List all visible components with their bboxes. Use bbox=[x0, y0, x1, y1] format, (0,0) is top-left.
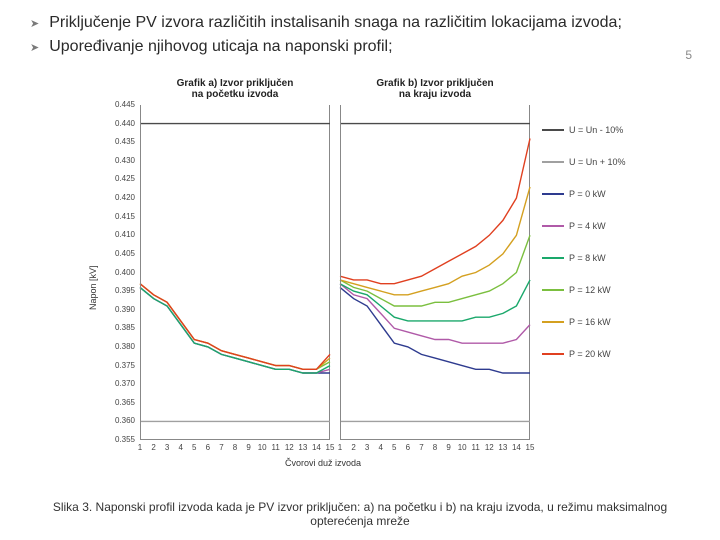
x-tick: 10 bbox=[456, 443, 468, 452]
x-tick: 7 bbox=[215, 443, 227, 452]
legend-label: U = Un - 10% bbox=[569, 125, 623, 135]
y-tick: 0.445 bbox=[103, 100, 135, 109]
series-line bbox=[140, 284, 330, 370]
legend-item: P = 0 kW bbox=[542, 189, 662, 199]
legend-swatch bbox=[542, 129, 564, 131]
y-tick: 0.365 bbox=[103, 398, 135, 407]
page-number: 5 bbox=[685, 48, 692, 62]
y-tick: 0.410 bbox=[103, 230, 135, 239]
y-tick: 0.355 bbox=[103, 435, 135, 444]
y-tick: 0.360 bbox=[103, 416, 135, 425]
bullet-item: ➤ Priključenje PV izvora različitih inst… bbox=[30, 12, 690, 34]
bullet-text: Priključenje PV izvora različitih instal… bbox=[49, 12, 622, 34]
x-tick: 3 bbox=[161, 443, 173, 452]
figure-caption: Slika 3. Naponski profil izvoda kada je … bbox=[0, 500, 720, 528]
bullet-arrow-icon: ➤ bbox=[30, 41, 39, 54]
chart-panel-b: 123456789101112131415 bbox=[340, 105, 530, 440]
y-tick: 0.390 bbox=[103, 305, 135, 314]
y-tick: 0.420 bbox=[103, 193, 135, 202]
series-line bbox=[140, 287, 330, 373]
x-tick: 12 bbox=[483, 443, 495, 452]
legend-item: P = 20 kW bbox=[542, 349, 662, 359]
legend-swatch bbox=[542, 257, 564, 259]
legend-swatch bbox=[542, 225, 564, 227]
x-tick: 13 bbox=[497, 443, 509, 452]
y-tick: 0.405 bbox=[103, 249, 135, 258]
chart-b-svg bbox=[340, 105, 530, 440]
x-tick: 12 bbox=[283, 443, 295, 452]
y-tick: 0.380 bbox=[103, 342, 135, 351]
y-tick: 0.375 bbox=[103, 361, 135, 370]
bullet-text: Upoređivanje njihovog uticaja na naponsk… bbox=[49, 36, 392, 58]
x-tick: 15 bbox=[524, 443, 536, 452]
x-tick: 6 bbox=[402, 443, 414, 452]
chart-a-title: Grafik a) Izvor priključen na početku iz… bbox=[170, 78, 300, 100]
y-tick: 0.370 bbox=[103, 379, 135, 388]
legend-swatch bbox=[542, 353, 564, 355]
legend-label: P = 8 kW bbox=[569, 253, 606, 263]
y-tick: 0.385 bbox=[103, 323, 135, 332]
x-tick: 4 bbox=[175, 443, 187, 452]
legend-item: P = 16 kW bbox=[542, 317, 662, 327]
legend-item: P = 12 kW bbox=[542, 285, 662, 295]
legend-swatch bbox=[542, 321, 564, 323]
chart-panel-a: 123456789101112131415 bbox=[140, 105, 330, 440]
legend-label: P = 16 kW bbox=[569, 317, 611, 327]
x-tick: 11 bbox=[470, 443, 482, 452]
x-tick: 8 bbox=[429, 443, 441, 452]
x-tick: 1 bbox=[134, 443, 146, 452]
y-tick: 0.440 bbox=[103, 119, 135, 128]
legend-swatch bbox=[542, 161, 564, 163]
series-line bbox=[140, 287, 330, 373]
x-tick: 9 bbox=[243, 443, 255, 452]
y-tick: 0.435 bbox=[103, 137, 135, 146]
x-tick: 5 bbox=[188, 443, 200, 452]
series-line bbox=[140, 287, 330, 373]
legend-item: U = Un - 10% bbox=[542, 125, 662, 135]
series-line bbox=[140, 284, 330, 370]
x-tick: 3 bbox=[361, 443, 373, 452]
legend: U = Un - 10% U = Un + 10% P = 0 kW P = 4 kW… bbox=[542, 125, 662, 381]
legend-item: P = 4 kW bbox=[542, 221, 662, 231]
x-tick: 13 bbox=[297, 443, 309, 452]
legend-item: U = Un + 10% bbox=[542, 157, 662, 167]
x-axis-label: Čvorovi duž izvoda bbox=[285, 458, 361, 468]
bullet-item: ➤ Upoređivanje njihovog uticaja na napon… bbox=[30, 36, 690, 58]
x-tick: 2 bbox=[348, 443, 360, 452]
x-tick: 11 bbox=[270, 443, 282, 452]
x-tick: 8 bbox=[229, 443, 241, 452]
legend-swatch bbox=[542, 193, 564, 195]
x-tick: 4 bbox=[375, 443, 387, 452]
figure: Grafik a) Izvor priključen na početku iz… bbox=[85, 80, 645, 480]
x-tick: 2 bbox=[148, 443, 160, 452]
chart-b-title: Grafik b) Izvor priključen na kraju izvo… bbox=[370, 78, 500, 100]
legend-label: P = 20 kW bbox=[569, 349, 611, 359]
x-tick: 6 bbox=[202, 443, 214, 452]
y-tick: 0.395 bbox=[103, 286, 135, 295]
y-tick: 0.430 bbox=[103, 156, 135, 165]
y-tick: 0.425 bbox=[103, 174, 135, 183]
x-tick: 10 bbox=[256, 443, 268, 452]
x-tick: 9 bbox=[443, 443, 455, 452]
legend-label: P = 12 kW bbox=[569, 285, 611, 295]
chart-a-svg bbox=[140, 105, 330, 440]
y-tick: 0.400 bbox=[103, 268, 135, 277]
series-line bbox=[140, 284, 330, 370]
series-line bbox=[340, 187, 530, 295]
x-tick: 1 bbox=[334, 443, 346, 452]
x-tick: 14 bbox=[510, 443, 522, 452]
x-tick: 7 bbox=[415, 443, 427, 452]
x-tick: 14 bbox=[310, 443, 322, 452]
legend-label: P = 0 kW bbox=[569, 189, 606, 199]
legend-swatch bbox=[542, 289, 564, 291]
legend-item: P = 8 kW bbox=[542, 253, 662, 263]
bullet-list: ➤ Priključenje PV izvora različitih inst… bbox=[0, 0, 720, 57]
series-line bbox=[340, 139, 530, 284]
y-tick: 0.415 bbox=[103, 212, 135, 221]
y-axis-label: Napon [kV] bbox=[88, 265, 98, 310]
x-tick: 5 bbox=[388, 443, 400, 452]
legend-label: P = 4 kW bbox=[569, 221, 606, 231]
bullet-arrow-icon: ➤ bbox=[30, 17, 39, 30]
legend-label: U = Un + 10% bbox=[569, 157, 626, 167]
